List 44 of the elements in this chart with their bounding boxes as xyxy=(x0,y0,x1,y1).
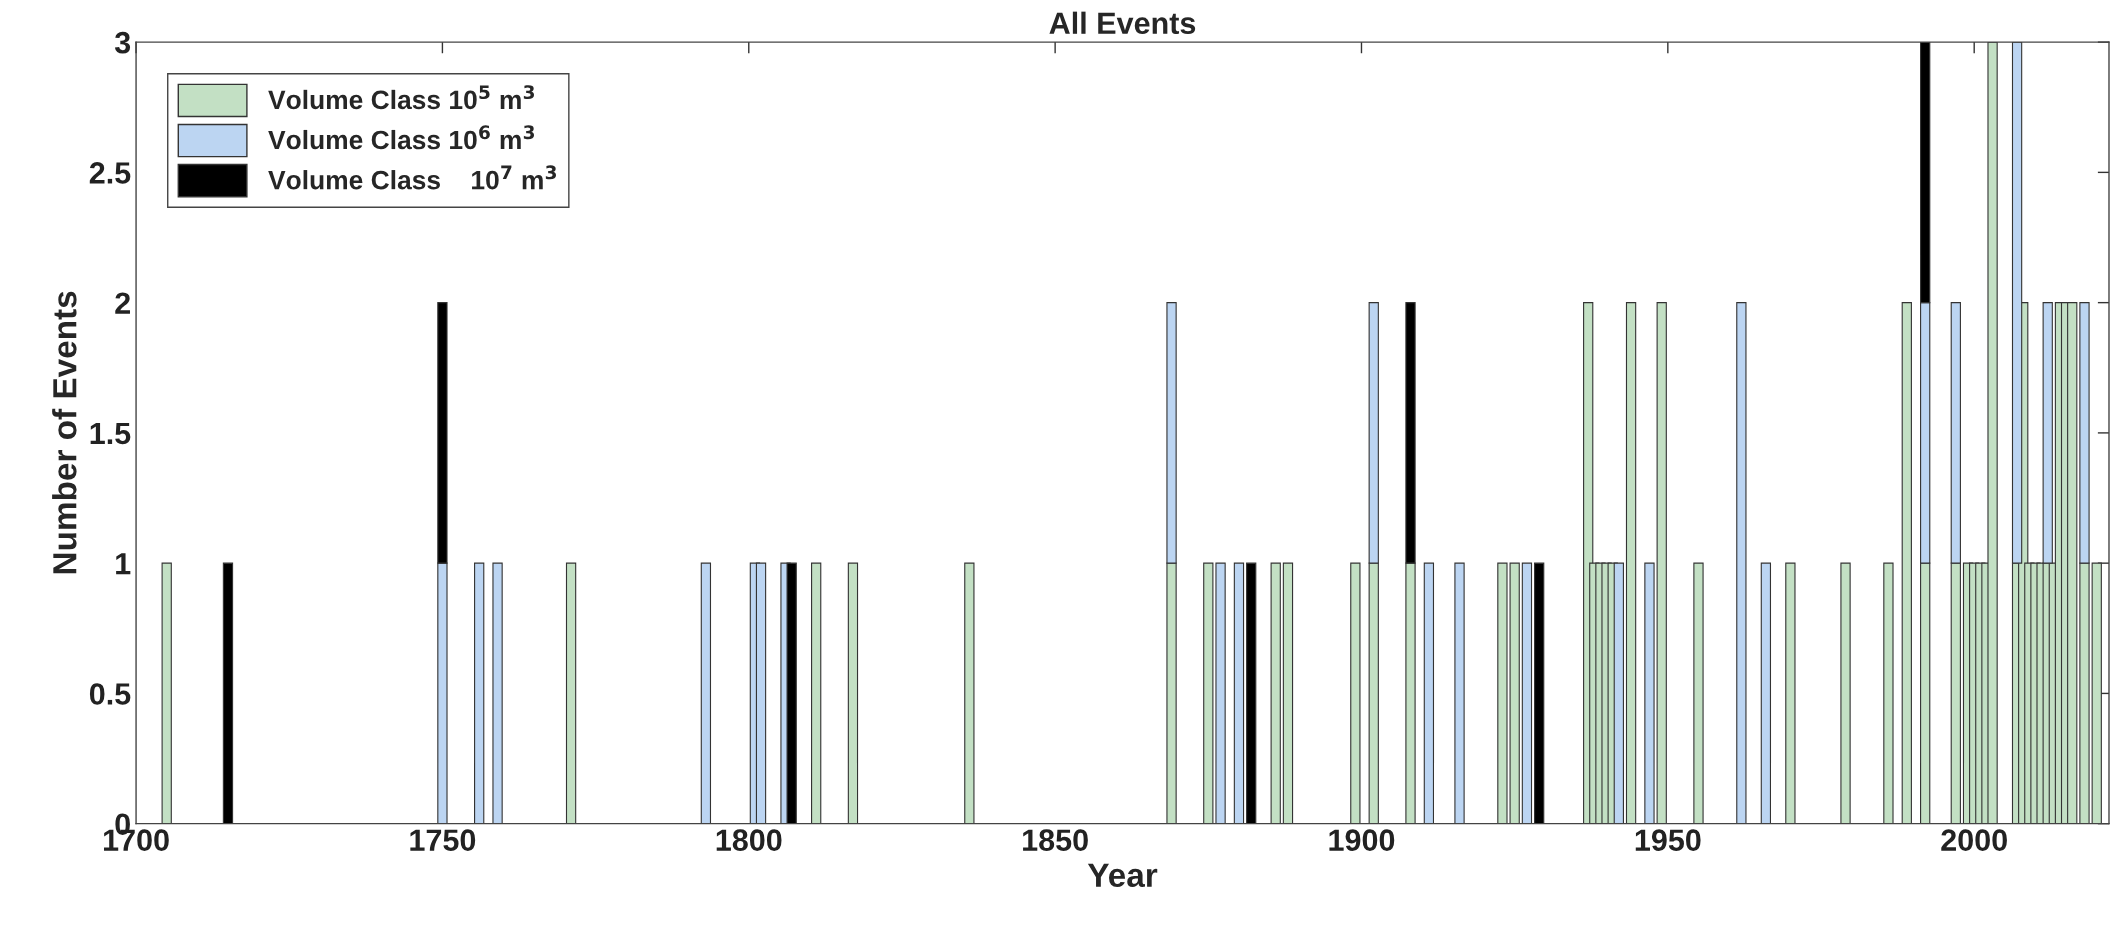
bar xyxy=(1760,562,1772,824)
bar xyxy=(222,562,234,824)
y-tick-label: 1.5 xyxy=(90,422,131,445)
y-tick-label: 3 xyxy=(114,31,131,54)
bar xyxy=(1901,302,1912,824)
legend-label: Volume Class 10$^{7}$ m$^{3}$ xyxy=(268,165,557,190)
x-tick-label: 1950 xyxy=(1635,829,1701,851)
x-tick-label: 1900 xyxy=(1329,829,1395,851)
y-axis-title: Number of Events xyxy=(52,291,77,574)
bar xyxy=(161,562,172,824)
y-tick-label: 2 xyxy=(115,292,130,314)
bar xyxy=(1246,562,1257,824)
bar xyxy=(1883,562,1894,824)
legend-label: Volume Class 10$^{5}$ m$^{3}$ xyxy=(268,85,535,110)
x-tick-label: 2000 xyxy=(1941,829,2007,851)
y-tick-label: 0.5 xyxy=(89,683,131,705)
bar xyxy=(1693,562,1704,824)
bar xyxy=(1534,562,1545,824)
bar xyxy=(1423,562,1435,824)
bar xyxy=(1840,562,1851,824)
bar xyxy=(811,562,822,824)
bar xyxy=(1625,302,1637,824)
bar xyxy=(964,562,975,824)
bar xyxy=(1454,562,1465,824)
x-tick-label: 1850 xyxy=(1023,829,1088,851)
bar xyxy=(1785,562,1796,824)
bar xyxy=(492,562,503,824)
bar xyxy=(1736,302,1747,824)
bar xyxy=(700,562,712,824)
bar xyxy=(1282,562,1294,824)
bar xyxy=(847,562,859,824)
bar xyxy=(1521,562,1533,824)
legend-label: Volume Class 10$^{6}$ m$^{3}$ xyxy=(268,125,535,150)
x-tick-label: 1750 xyxy=(410,829,476,851)
chart-title: All Events xyxy=(1049,11,1196,35)
bar xyxy=(1270,562,1281,824)
bar xyxy=(474,562,485,824)
y-tick-label: 1 xyxy=(116,553,131,575)
x-axis-title: Year xyxy=(1087,863,1158,888)
bar xyxy=(1350,562,1361,824)
x-tick-label: 1800 xyxy=(716,829,782,851)
y-tick-label: 2.5 xyxy=(89,162,131,184)
bar xyxy=(565,562,577,824)
bar xyxy=(1233,562,1245,824)
